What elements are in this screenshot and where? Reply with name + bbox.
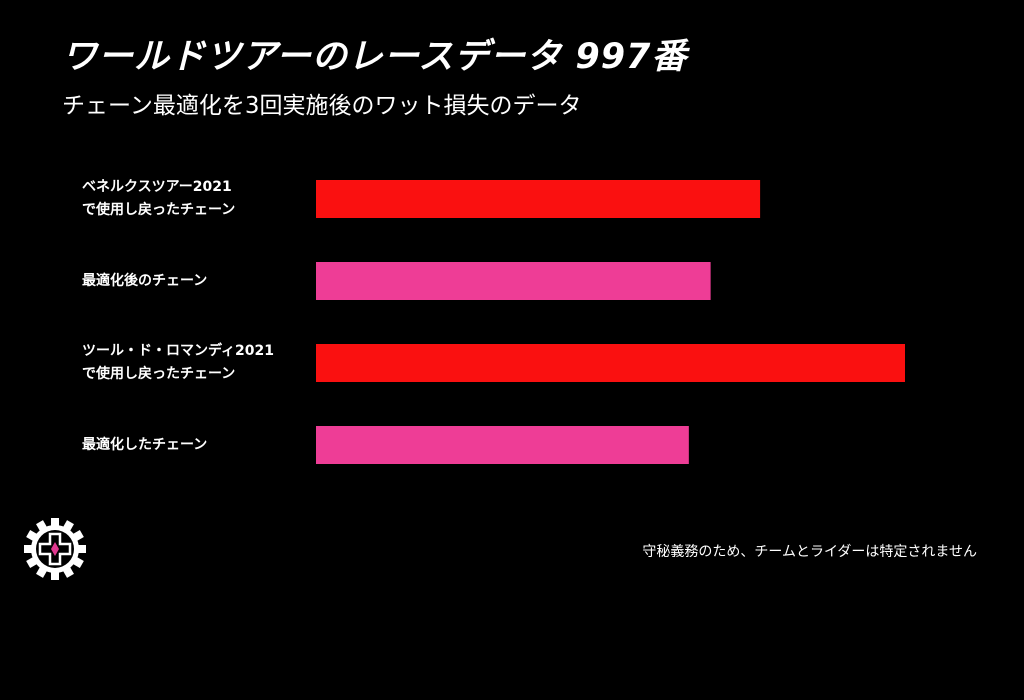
bar-3 (316, 344, 905, 382)
bar-2 (316, 262, 711, 300)
bar-1 (316, 180, 761, 218)
bar-4 (316, 426, 689, 464)
category-label-4: 最適化したチェーン (82, 436, 208, 453)
category-label-2: 最適化後のチェーン (82, 272, 208, 289)
page-title: ワールドツアーのレースデータ 997番 (62, 37, 688, 77)
category-label-1: ベネルクスツアー2021 で使用し戻ったチェーン (82, 179, 236, 218)
category-label-3: ツール・ド・ロマンディ2021 で使用し戻ったチェーン (82, 343, 274, 382)
page-subtitle: チェーン最適化を3回実施後のワット損失のデータ (62, 93, 582, 119)
confidentiality-footnote: 守秘義務のため、チームとライダーは特定されません (642, 544, 977, 560)
gear-cross-icon (24, 518, 86, 580)
